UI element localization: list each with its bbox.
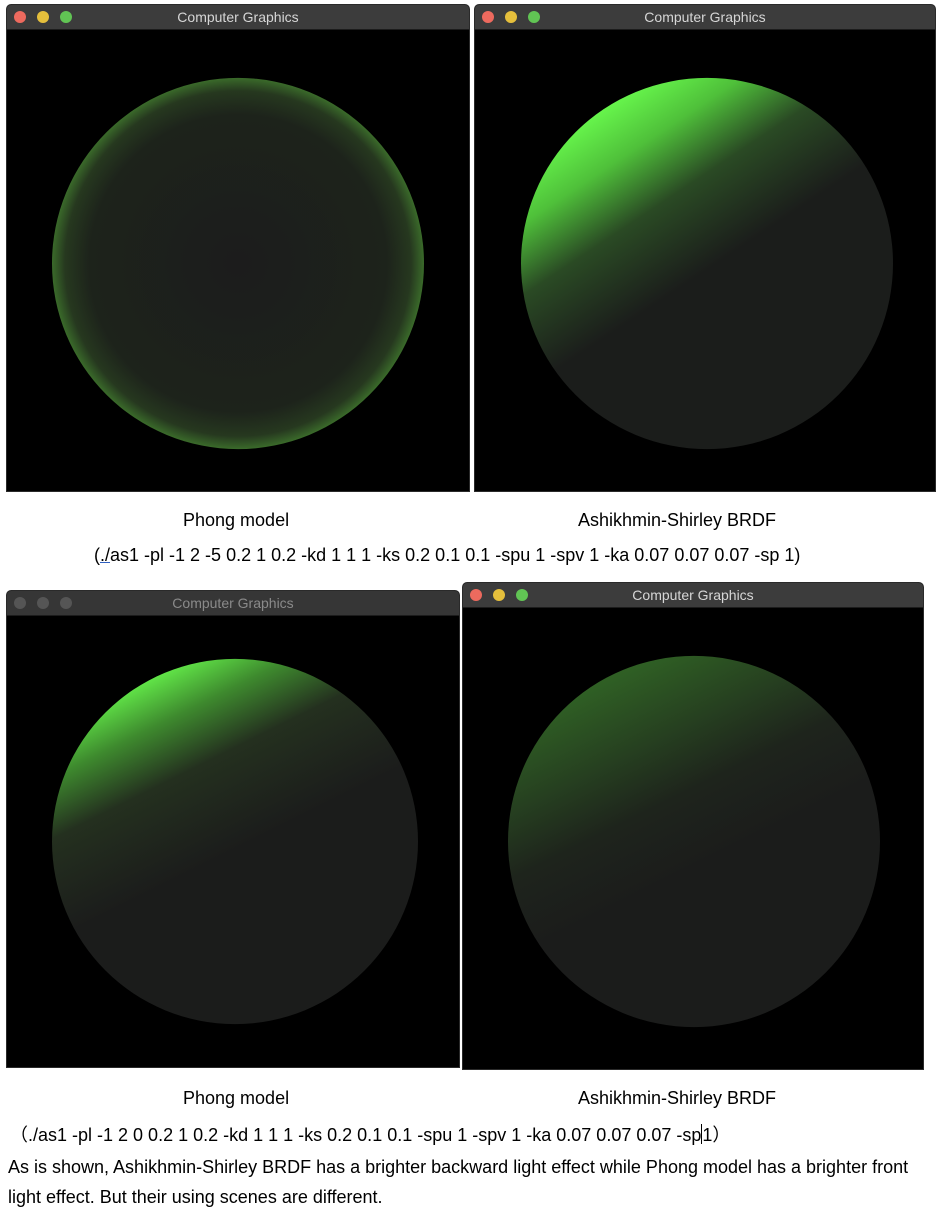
render-canvas (7, 616, 459, 1067)
minimize-icon[interactable] (505, 11, 517, 23)
command-line-top: (./as1 -pl -1 2 -5 0.2 1 0.2 -kd 1 1 1 -… (94, 545, 800, 566)
window-title: Computer Graphics (177, 9, 299, 25)
titlebar: Computer Graphics (7, 5, 469, 30)
render-canvas (7, 30, 469, 491)
caption-brdf-top: Ashikhmin-Shirley BRDF (578, 510, 777, 530)
sphere (508, 655, 880, 1028)
close-icon[interactable] (470, 589, 482, 601)
cmd-text: （./as1 -pl -1 2 0 0.2 1 0.2 -kd 1 1 1 -k… (10, 1125, 702, 1145)
caption-phong-bottom: Phong model (183, 1088, 290, 1108)
window-phong-top: Computer Graphics (6, 4, 470, 492)
cmd-path: ./ (100, 545, 111, 565)
close-icon[interactable] (14, 597, 26, 609)
titlebar: Computer Graphics (475, 5, 935, 30)
cmd-open-paren: ( (94, 545, 100, 565)
close-icon[interactable] (482, 11, 494, 23)
caption-brdf-bottom: Ashikhmin-Shirley BRDF (578, 1088, 777, 1108)
maximize-icon[interactable] (516, 589, 528, 601)
sphere (52, 77, 424, 450)
close-icon[interactable] (14, 11, 26, 23)
sphere (521, 77, 893, 450)
window-title: Computer Graphics (632, 587, 754, 603)
command-line-bottom: （./as1 -pl -1 2 0 0.2 1 0.2 -kd 1 1 1 -k… (10, 1121, 730, 1147)
text-cursor (701, 1124, 703, 1144)
caption-phong-top: Phong model (183, 510, 290, 530)
render-canvas (463, 608, 923, 1069)
minimize-icon[interactable] (37, 11, 49, 23)
minimize-icon[interactable] (493, 589, 505, 601)
titlebar: Computer Graphics (7, 591, 459, 616)
maximize-icon[interactable] (60, 597, 72, 609)
maximize-icon[interactable] (60, 11, 72, 23)
titlebar: Computer Graphics (463, 583, 923, 608)
cmd-args: as1 -pl -1 2 -5 0.2 1 0.2 -kd 1 1 1 -ks … (110, 545, 801, 565)
sphere (52, 658, 418, 1025)
cmd-text-tail: 1） (702, 1125, 731, 1145)
window-phong-bottom: Computer Graphics (6, 590, 460, 1068)
window-title: Computer Graphics (172, 595, 294, 611)
maximize-icon[interactable] (528, 11, 540, 23)
window-brdf-bottom: Computer Graphics (462, 582, 924, 1070)
minimize-icon[interactable] (37, 597, 49, 609)
window-brdf-top: Computer Graphics (474, 4, 936, 492)
render-canvas (475, 30, 935, 491)
window-title: Computer Graphics (644, 9, 766, 25)
conclusion-paragraph: As is shown, Ashikhmin-Shirley BRDF has … (8, 1157, 909, 1207)
